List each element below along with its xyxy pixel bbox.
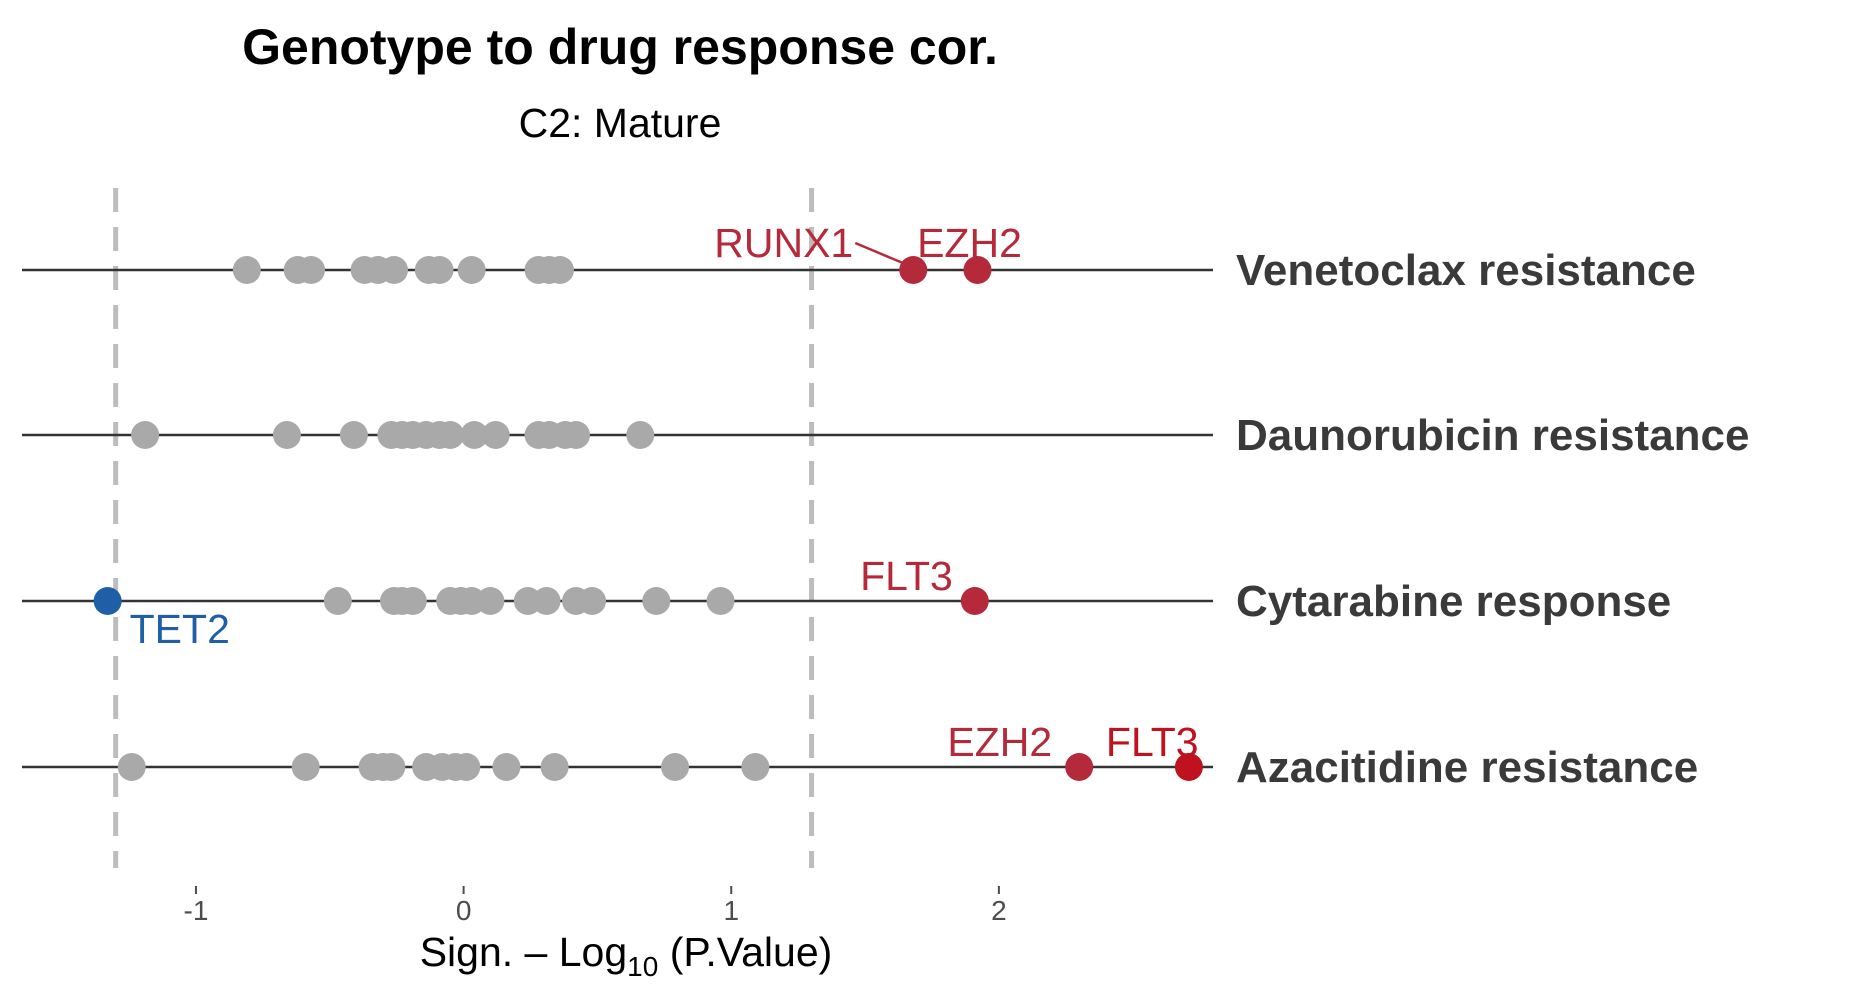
data-point <box>578 587 607 615</box>
data-point <box>377 753 406 781</box>
chart-title: Genotype to drug response cor. <box>242 19 998 75</box>
data-point <box>476 587 505 615</box>
data-point <box>457 256 486 284</box>
x-tick-label: 0 <box>456 895 472 926</box>
x-axis-title-prefix: Sign. – Log <box>420 929 627 975</box>
data-point <box>626 421 655 449</box>
highlighted-point <box>93 587 122 615</box>
row-label: Venetoclax resistance <box>1236 246 1696 295</box>
data-point <box>272 421 301 449</box>
row-label: Cytarabine response <box>1236 577 1671 626</box>
point-label: EZH2 <box>947 719 1052 765</box>
data-point <box>232 256 261 284</box>
data-point <box>460 421 489 449</box>
data-point <box>398 587 427 615</box>
data-point <box>741 753 770 781</box>
data-point <box>661 753 690 781</box>
data-point <box>297 256 326 284</box>
highlighted-point <box>1174 753 1203 781</box>
chart-subtitle: C2: Mature <box>519 100 722 146</box>
x-tick-label: 2 <box>991 895 1007 926</box>
x-axis-title-subscript: 10 <box>627 951 658 982</box>
chart-rows: Venetoclax resistance Daunorubicin resist… <box>22 246 1749 792</box>
point-label: FLT3 <box>1106 719 1199 765</box>
data-point <box>562 421 591 449</box>
data-point <box>425 256 454 284</box>
x-tick-label: 1 <box>723 895 739 926</box>
point-labels: RUNX1 EZH2 TET2 FLT3 EZH2 FLT3 <box>130 220 1199 765</box>
highlighted-point <box>899 256 928 284</box>
row-label: Azacitidine resistance <box>1236 743 1698 792</box>
data-point <box>452 753 481 781</box>
x-axis-title-suffix: (P.Value) <box>658 929 832 975</box>
data-point <box>291 753 320 781</box>
data-point <box>540 753 569 781</box>
data-point <box>339 421 368 449</box>
data-point <box>545 256 574 284</box>
row-label: Daunorubicin resistance <box>1236 411 1749 460</box>
threshold-lines <box>113 188 815 868</box>
data-point <box>117 753 146 781</box>
highlighted-point <box>960 587 989 615</box>
data-point <box>131 421 160 449</box>
x-axis: -1 0 1 2 <box>184 886 1007 926</box>
highlighted-point <box>963 256 992 284</box>
data-point <box>436 421 465 449</box>
point-label: RUNX1 <box>714 220 853 266</box>
x-tick-label: -1 <box>184 895 209 926</box>
x-axis-title: Sign. – Log10 (P.Value) <box>420 929 833 982</box>
label-leader-line <box>854 241 906 266</box>
point-label: TET2 <box>130 606 230 652</box>
data-point <box>532 587 561 615</box>
point-label: EZH2 <box>917 220 1022 266</box>
data-point <box>380 256 409 284</box>
data-point <box>492 753 521 781</box>
highlighted-point <box>1065 753 1094 781</box>
point-label: FLT3 <box>860 553 953 599</box>
data-point <box>323 587 352 615</box>
data-point <box>706 587 735 615</box>
data-point <box>642 587 671 615</box>
data-point <box>481 421 510 449</box>
